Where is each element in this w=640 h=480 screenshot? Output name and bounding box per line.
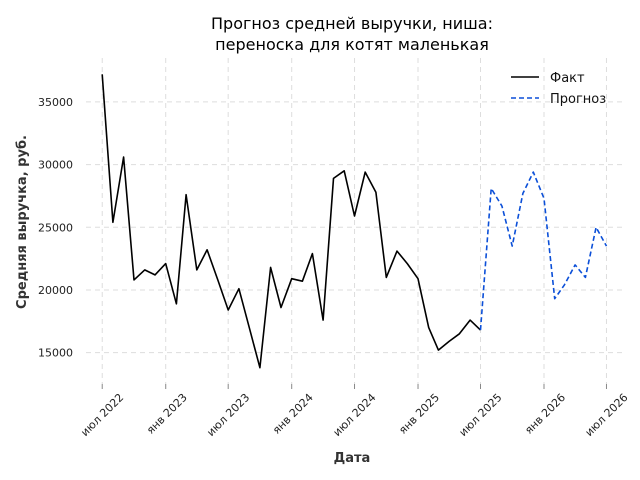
x-tick-label: июл 2026 <box>583 391 631 439</box>
y-tick-label: 35000 <box>38 96 73 109</box>
y-tick-label: 15000 <box>38 347 73 360</box>
y-axis: 15000 20000 25000 30000 35000 <box>38 96 73 360</box>
x-tick-label: июл 2024 <box>331 391 379 439</box>
x-tick-label: янв 2026 <box>522 391 568 437</box>
x-axis-label: Дата <box>334 451 371 466</box>
legend: Факт Прогноз <box>511 71 606 107</box>
x-tick-label: июл 2023 <box>204 391 252 439</box>
x-tick-label: июл 2025 <box>457 391 505 439</box>
chart-title-line-2: переноска для котят маленькая <box>215 35 489 54</box>
y-tick-label: 20000 <box>38 284 73 297</box>
y-tick-label: 25000 <box>38 221 73 234</box>
x-tick-label: янв 2025 <box>396 391 442 437</box>
x-tick-label: янв 2023 <box>144 391 190 437</box>
chart-title-line-1: Прогноз средней выручки, ниша: <box>211 14 493 33</box>
series-layer <box>101 74 608 369</box>
series-line-forecast <box>479 171 608 331</box>
x-tick-label: июл 2022 <box>78 391 126 439</box>
y-tick-label: 30000 <box>38 159 73 172</box>
legend-label-fact: Факт <box>550 71 585 86</box>
x-tick-label: янв 2024 <box>270 391 316 437</box>
x-axis: июл 2022 янв 2023 июл 2023 янв 2024 июл 2024… <box>78 384 631 439</box>
grid <box>86 58 622 384</box>
legend-label-forecast: Прогноз <box>550 92 606 107</box>
y-axis-label: Средняя выручка, руб. <box>15 135 30 309</box>
series-line-fact <box>101 74 482 369</box>
